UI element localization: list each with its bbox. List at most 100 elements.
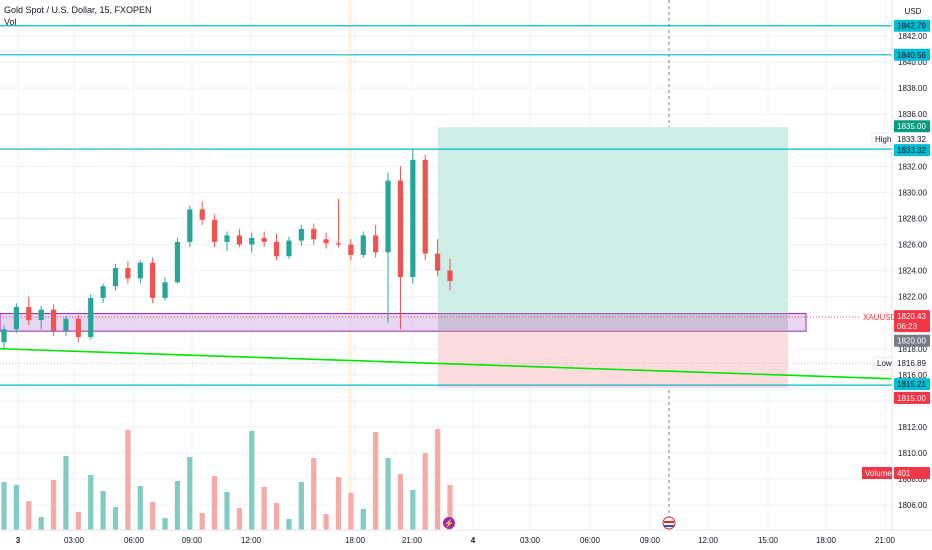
volume-label-text: Volume xyxy=(865,469,892,478)
target-price-tag: 1835.00 xyxy=(894,120,930,133)
candle-body xyxy=(199,209,205,220)
candle-body xyxy=(236,235,242,245)
time-tick-label: 21:00 xyxy=(875,536,896,545)
price-tick-label: 1806.00 xyxy=(898,501,927,510)
symbol-label-text: XAUUSD xyxy=(863,313,897,322)
volume-bar xyxy=(249,431,255,530)
candle-body xyxy=(373,235,379,253)
candle xyxy=(261,231,267,248)
hline-price-tag: 1842.79 xyxy=(894,19,930,32)
price-tick-label: 1818.00 xyxy=(898,345,927,354)
high-label-bg xyxy=(871,132,893,146)
candle-body xyxy=(385,180,391,253)
position-tool[interactable] xyxy=(0,127,807,388)
price-tick-label: 1810.00 xyxy=(898,449,927,458)
hline-price-tag-text: 1815.21 xyxy=(897,380,926,389)
candle xyxy=(249,232,255,253)
volume-bar xyxy=(150,502,156,530)
volume-bar xyxy=(224,492,230,530)
time-tick-label: 18:00 xyxy=(816,536,837,545)
candle xyxy=(236,228,242,248)
low-price-tag: 1816.89 xyxy=(894,357,930,370)
candle xyxy=(137,260,143,284)
candle-body xyxy=(410,159,416,278)
price-tags: 1842.79 1840.56 1835.00 1833.32 1833.32 1820.… xyxy=(859,19,930,479)
price-tick-label: 1840.00 xyxy=(898,58,927,67)
price-tick-label: 1808.00 xyxy=(898,475,927,484)
candle-body xyxy=(137,262,143,279)
lightning-event-icon xyxy=(443,517,455,529)
candle xyxy=(286,236,292,259)
volume-bar xyxy=(410,490,416,530)
symbol-label: XAUUSD xyxy=(859,310,897,324)
hline-price-tag: 1833.32 xyxy=(894,144,930,157)
time-tick-label: 06:00 xyxy=(124,536,145,545)
trend-line[interactable] xyxy=(0,347,893,380)
volume-bar xyxy=(63,456,69,530)
candle-body xyxy=(360,235,366,255)
candle-body xyxy=(162,282,168,298)
price-tick-label: 1832.00 xyxy=(898,162,927,171)
volume-bar xyxy=(323,514,329,530)
price-axis-bg xyxy=(892,0,932,530)
hline-price-tag-bg xyxy=(894,48,930,61)
candle-body xyxy=(249,237,255,245)
volume-bar xyxy=(373,432,379,530)
volume-value-tag: 401 xyxy=(894,467,930,479)
candle xyxy=(112,264,119,291)
countdown-tag-bg xyxy=(894,320,930,333)
hline-price-tag-bg xyxy=(894,144,930,157)
time-tick-label: 15:00 xyxy=(758,536,779,545)
candle xyxy=(1,325,7,349)
price-axis[interactable]: USD 1842.00 1840.00 1838.00 1836.00 1832.00 18… xyxy=(891,0,932,530)
candle-body xyxy=(88,297,94,338)
symbol-title[interactable]: Gold Spot / U.S. Dollar, 15, FXOPEN xyxy=(4,5,152,15)
volume-indicator-label[interactable]: Vol xyxy=(4,17,17,27)
hline-price-tag: 1815.21 xyxy=(894,378,930,391)
candle-body xyxy=(335,243,342,245)
entry-price-tag: 1820.00 xyxy=(894,334,930,347)
volume-bar xyxy=(236,508,242,530)
high-price-tag-text: 1833.32 xyxy=(897,135,926,144)
candle-body xyxy=(100,286,106,298)
hline-price-tag: 1840.56 xyxy=(894,48,930,61)
volume-bar xyxy=(50,480,57,530)
time-tick-label: 09:00 xyxy=(182,536,203,545)
candle xyxy=(435,239,441,276)
high-label: High xyxy=(871,132,893,146)
candle-body xyxy=(26,307,32,321)
low-price-tag-bg xyxy=(894,357,930,370)
price-tick-label: 1822.00 xyxy=(898,293,927,302)
high-label-text: High xyxy=(875,135,891,144)
time-tick-label: 12:00 xyxy=(241,536,262,545)
horizontal-lines[interactable] xyxy=(0,25,892,386)
candle xyxy=(348,239,354,261)
stop-price-tag: 1815.00 xyxy=(894,391,930,404)
candle xyxy=(224,231,230,252)
volume-bar xyxy=(397,474,404,530)
countdown-tag-text: 06:23 xyxy=(897,322,918,331)
candle-body xyxy=(397,180,404,278)
price-tick-label: 1816.00 xyxy=(898,371,927,380)
symbol-label-bg xyxy=(859,310,893,324)
low-label: Low xyxy=(873,356,893,370)
candle-body xyxy=(150,262,156,298)
currency-label: USD xyxy=(905,7,922,16)
time-tick-label: 06:00 xyxy=(580,536,601,545)
time-tick-label: 03:00 xyxy=(64,536,85,545)
time-tick-label: 09:00 xyxy=(640,536,661,545)
volume-label: Volume xyxy=(862,467,892,479)
time-axis[interactable]: 3 03:00 06:00 09:00 12:00 18:00 21:00 4 03:00 06:… xyxy=(0,516,932,550)
volume-bar xyxy=(137,486,143,530)
candle-body xyxy=(187,209,193,242)
candle xyxy=(63,316,69,336)
volume-bar xyxy=(1,482,7,530)
candle-body xyxy=(212,219,218,242)
us-flag-stripe xyxy=(664,521,674,523)
candle xyxy=(273,234,280,261)
time-tick-label: 18:00 xyxy=(345,536,366,545)
volume-bar xyxy=(174,481,181,530)
volume-bar xyxy=(286,519,292,530)
time-tick-label: 21:00 xyxy=(402,536,423,545)
